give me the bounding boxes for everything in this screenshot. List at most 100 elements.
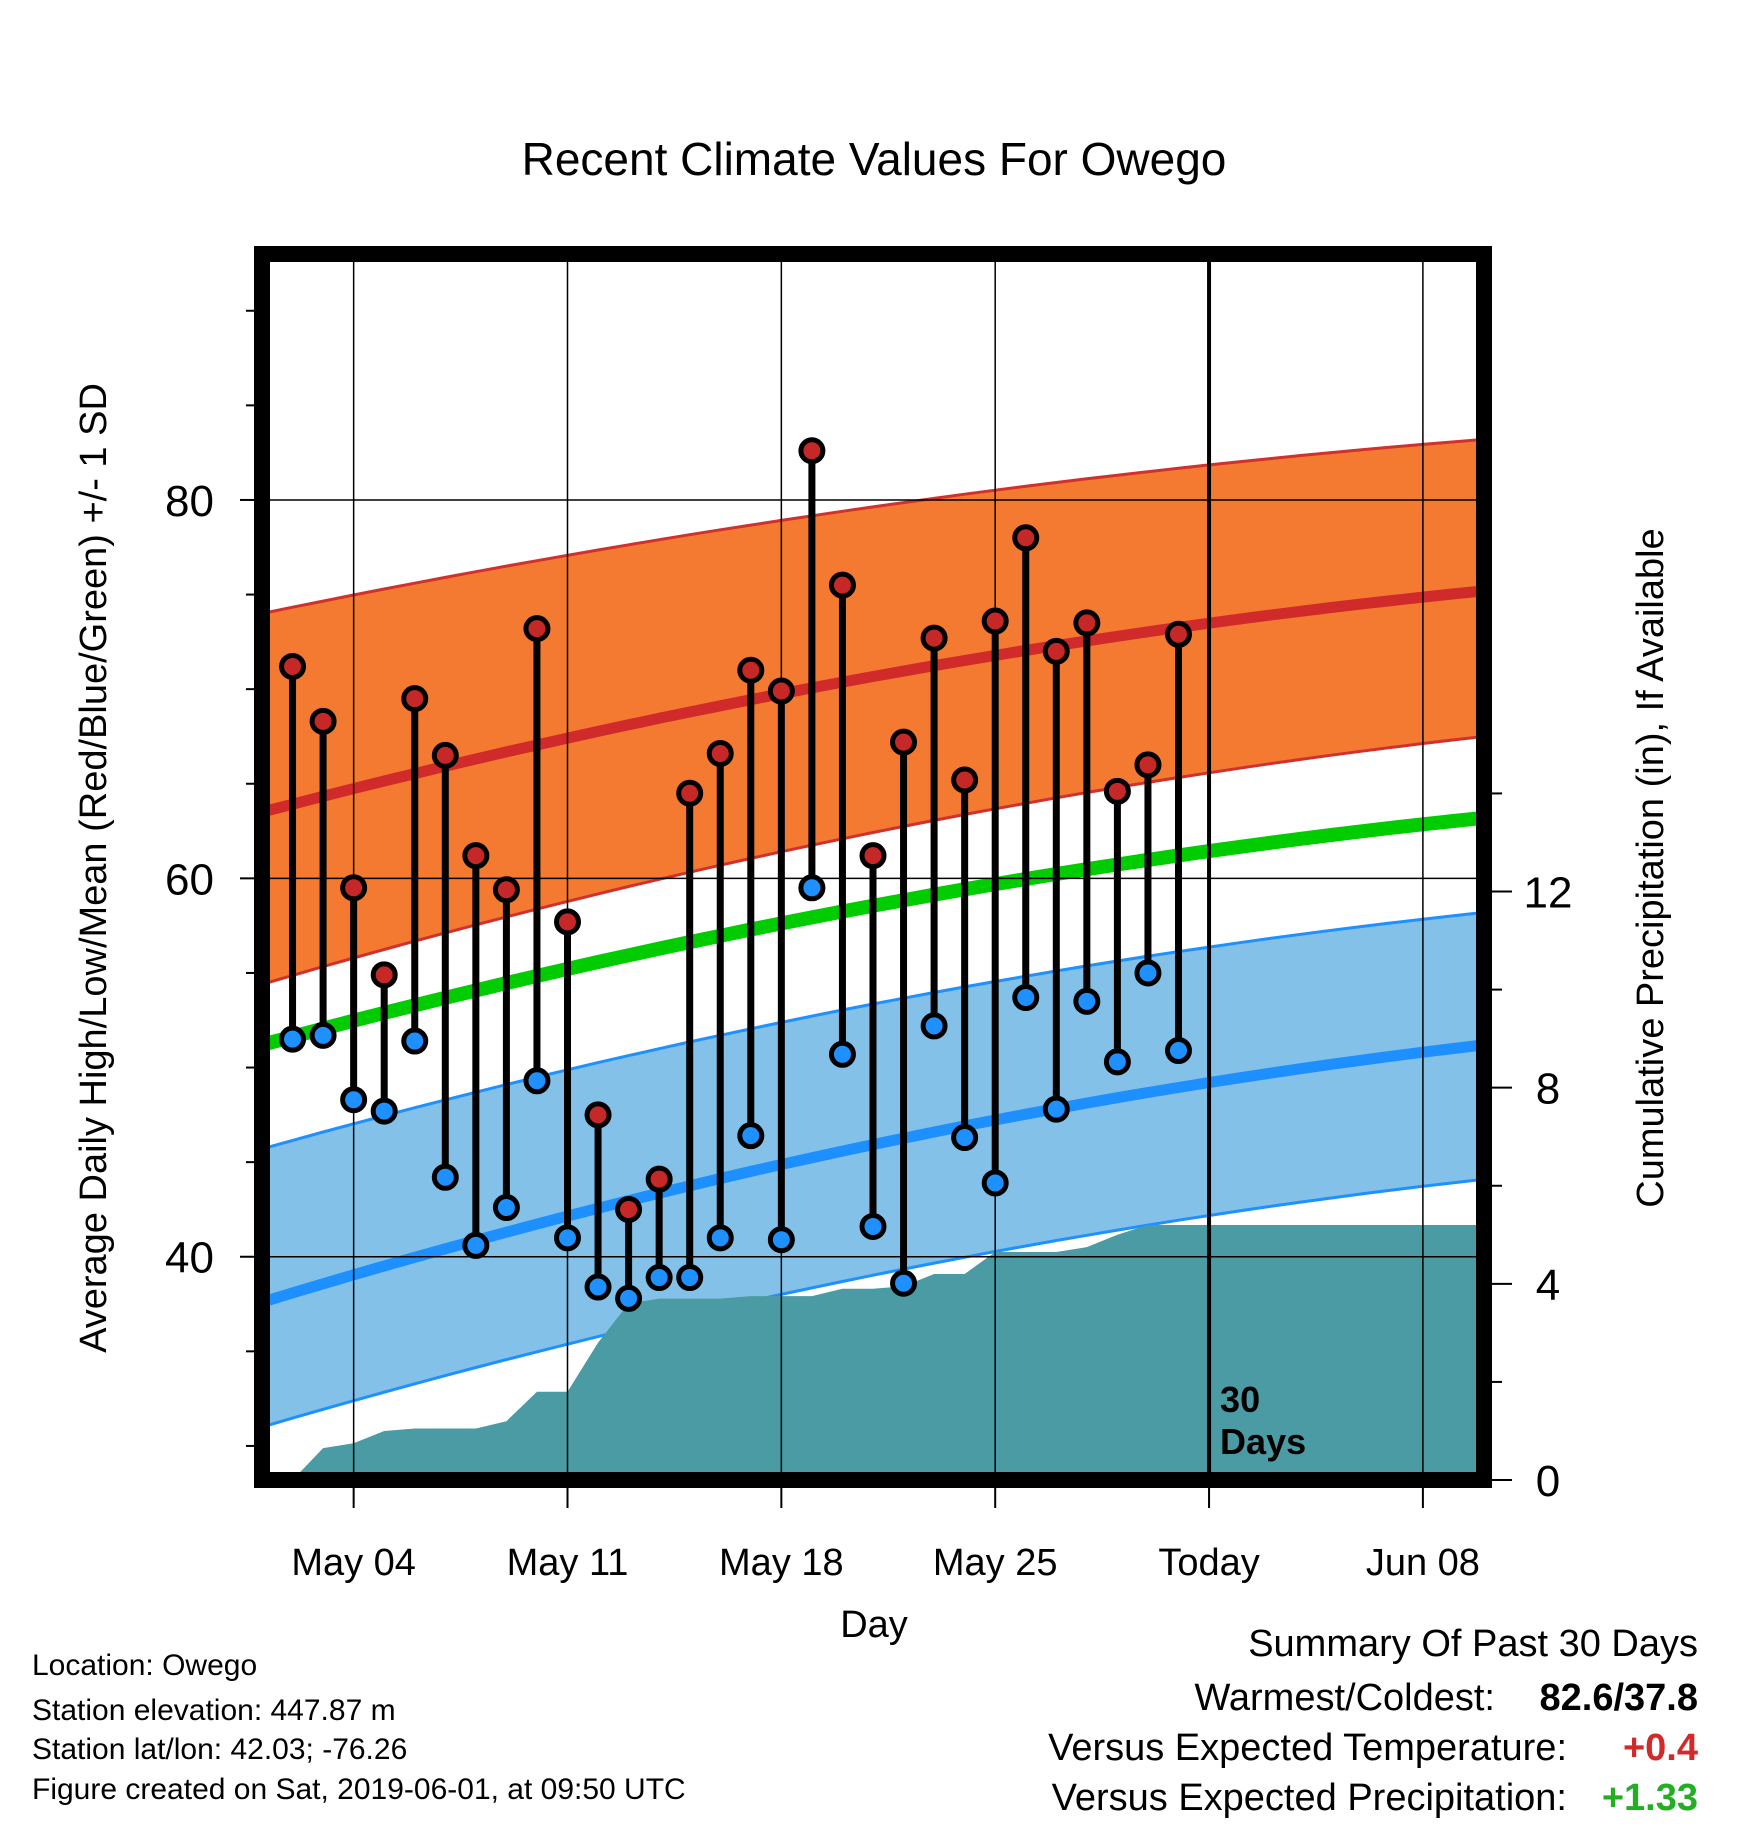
daily-low-point [890,1269,918,1297]
summary-block: Summary Of Past 30 Days Warmest/Coldest:… [1048,1623,1698,1819]
daily-low-point [767,1226,795,1254]
daily-high-point [798,437,826,465]
daily-high-point [645,1165,673,1193]
normal-high-sd-upper-line [262,437,1484,615]
latlon-text: Station lat/lon: 42.03; -76.26 [32,1733,407,1766]
temp-anomaly-value: +0.4 [1623,1727,1698,1769]
axes: 40 60 80 0 4 8 12 May 04 May 11 May 18 May 25 Today… [165,309,1573,1584]
y2-tick-label: 12 [1524,869,1573,918]
daily-high-point [1165,620,1192,648]
precip-anomaly-value: +1.33 [1602,1777,1698,1819]
temp-anomaly-label: Versus Expected Temperature: [1048,1727,1567,1769]
daily-high-point [951,766,979,794]
daily-low-point [1042,1095,1070,1123]
plot-frame [254,246,1492,1488]
elevation-text: Station elevation: 447.87 m [32,1694,396,1727]
daily-high-point [767,677,795,705]
today-days-label-word: Days [1220,1421,1306,1462]
daily-high-point [890,728,918,756]
daily-low-point [615,1284,643,1312]
daily-low-point [584,1273,612,1301]
warmest-coldest-value: 82.6/37.8 [1540,1677,1698,1719]
daily-high-point [1012,524,1040,552]
chart-title: Recent Climate Values For Owego [522,133,1227,185]
daily-low-point [859,1212,887,1240]
daily-low-point [431,1163,459,1191]
today-days-label-number: 30 [1220,1379,1260,1420]
normal-high-line [262,585,1484,818]
x-tick-label: May 11 [507,1542,629,1584]
y-tick-label: 60 [165,855,214,904]
daily-high-point [1073,609,1101,637]
daily-high-point [462,842,490,870]
daily-high-point [554,908,581,936]
daily-high-point [340,874,368,902]
daily-low-point [309,1021,337,1049]
x-axis-title: Day [840,1604,908,1646]
station-info: Location: Owego Station elevation: 447.8… [32,1649,686,1806]
y2-axis-title: Cumulative Precipitation (in), If Availa… [1630,528,1672,1207]
daily-low-point [1165,1037,1192,1065]
daily-high-point [615,1195,643,1223]
daily-low-point [981,1169,1009,1197]
daily-low-point [462,1231,490,1259]
daily-low-point [1134,959,1162,987]
daily-high-point [584,1101,612,1129]
daily-low-point [1103,1048,1131,1076]
y2-tick-label: 4 [1536,1261,1560,1310]
daily-low-point [920,1012,948,1040]
daily-high-point [920,624,948,652]
daily-low-point [279,1025,307,1053]
y-axis-title: Average Daily High/Low/Mean (Red/Blue/Gr… [73,383,115,1353]
daily-high-point [676,779,704,807]
daily-low-point [706,1224,734,1252]
daily-low-point [554,1224,581,1252]
x-tick-label: Today [1158,1542,1259,1584]
daily-range-marks [279,437,1192,1312]
x-tick-label: May 25 [933,1542,1058,1584]
daily-high-point [309,707,337,735]
daily-low-point [1012,984,1040,1012]
location-text: Location: Owego [32,1649,257,1682]
daily-low-point [828,1040,856,1068]
daily-high-point [828,571,856,599]
daily-low-point [370,1097,398,1125]
daily-low-point [523,1067,551,1095]
daily-low-point [340,1086,368,1114]
daily-high-point [706,739,734,767]
normal-low-sd-lower-line [262,1177,1484,1429]
daily-high-point [1103,777,1131,805]
daily-low-point [492,1194,520,1222]
cumulative-precip-area [292,1225,1484,1480]
daily-high-point [1134,751,1162,779]
daily-low-point [401,1027,429,1055]
summary-title: Summary Of Past 30 Days [1248,1623,1698,1665]
daily-high-point [492,876,520,904]
precip-anomaly-label: Versus Expected Precipitation: [1052,1777,1567,1819]
warmest-coldest-label: Warmest/Coldest: [1194,1677,1495,1719]
daily-high-point [737,656,765,684]
daily-high-point [981,607,1009,635]
y-tick-label: 80 [165,477,214,526]
daily-high-point [279,652,307,680]
daily-low-point [798,874,826,902]
daily-high-point [401,685,429,713]
daily-high-point [370,961,398,989]
daily-low-point [676,1264,704,1292]
x-tick-label: May 18 [719,1542,844,1584]
y-tick-label: 40 [165,1234,214,1283]
daily-low-point [645,1264,673,1292]
daily-high-point [431,741,459,769]
normal-high-sd-lower-line [262,735,1484,986]
daily-low-point [951,1124,979,1152]
y2-tick-label: 8 [1536,1065,1560,1114]
daily-low-point [737,1122,765,1150]
daily-low-point [1073,987,1101,1015]
x-tick-label: May 04 [291,1542,416,1584]
daily-high-point [523,615,551,643]
x-tick-label: Jun 08 [1366,1542,1480,1584]
daily-high-point [859,842,887,870]
daily-high-point [1042,637,1070,665]
y2-tick-label: 0 [1536,1457,1560,1506]
